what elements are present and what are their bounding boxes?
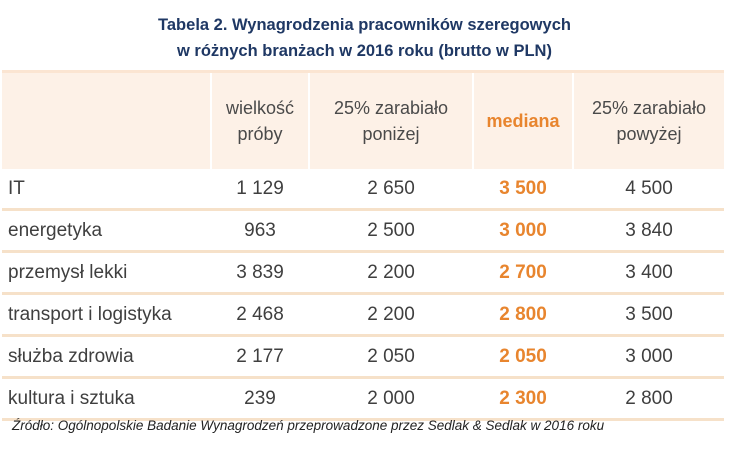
25-above-value: 3 000 [625,346,673,367]
median-value: 2 300 [499,388,547,409]
industry-name: służba zdrowia [8,346,134,367]
industry-name: IT [8,178,25,199]
table-row: kultura i sztuka 239 2 000 2 300 2 800 [2,379,724,421]
source-note: Źródło: Ogólnopolskie Badanie Wynagrodze… [12,418,605,433]
industry-name: przemysł lekki [8,262,128,283]
table-row: transport i logistyka 2 468 2 200 2 800 3 50… [2,295,724,337]
sample-size: 1 129 [236,178,284,199]
median-value: 2 050 [499,346,547,367]
table-title: Tabela 2. Wynagrodzenia pracowników szer… [0,12,729,64]
25-below-value: 2 200 [367,262,415,283]
25-above-value: 4 500 [625,178,673,199]
25-above-value: 3 400 [625,262,673,283]
header-25-below: 25% zarabiało poniżej [333,98,449,144]
25-above-value: 3 840 [625,220,673,241]
industry-name: transport i logistyka [8,304,172,325]
industry-name: kultura i sztuka [8,388,135,409]
median-value: 3 500 [499,178,547,199]
table-title-line-1: Tabela 2. Wynagrodzenia pracowników szer… [158,16,571,34]
25-below-value: 2 200 [367,304,415,325]
table-row: IT 1 129 2 650 3 500 4 500 [2,169,724,211]
salary-table: wielkość próby 25% zarabiało poniżej media… [2,70,724,421]
sample-size: 2 468 [236,304,284,325]
25-below-value: 2 500 [367,220,415,241]
median-value: 2 700 [499,262,547,283]
table-row: energetyka 963 2 500 3 000 3 840 [2,211,724,253]
25-above-value: 3 500 [625,304,673,325]
header-sample-size: wielkość próby [225,98,295,144]
sample-size: 963 [244,220,276,241]
sample-size: 239 [244,388,276,409]
25-below-value: 2 050 [367,346,415,367]
header-median: mediana [486,111,560,131]
table-title-line-2: w różnych branżach w 2016 roku (brutto w… [177,42,552,60]
median-value: 3 000 [499,220,547,241]
sample-size: 3 839 [236,262,284,283]
industry-name: energetyka [8,220,103,241]
sample-size: 2 177 [236,346,284,367]
table-row: służba zdrowia 2 177 2 050 2 050 3 000 [2,337,724,379]
header-25-above: 25% zarabiało powyżej [591,98,707,144]
median-value: 2 800 [499,304,547,325]
header-industry [2,73,210,169]
25-above-value: 2 800 [625,388,673,409]
25-below-value: 2 000 [367,388,415,409]
table-header: wielkość próby 25% zarabiało poniżej media… [2,70,724,169]
25-below-value: 2 650 [367,178,415,199]
table-row: przemysł lekki 3 839 2 200 2 700 3 400 [2,253,724,295]
